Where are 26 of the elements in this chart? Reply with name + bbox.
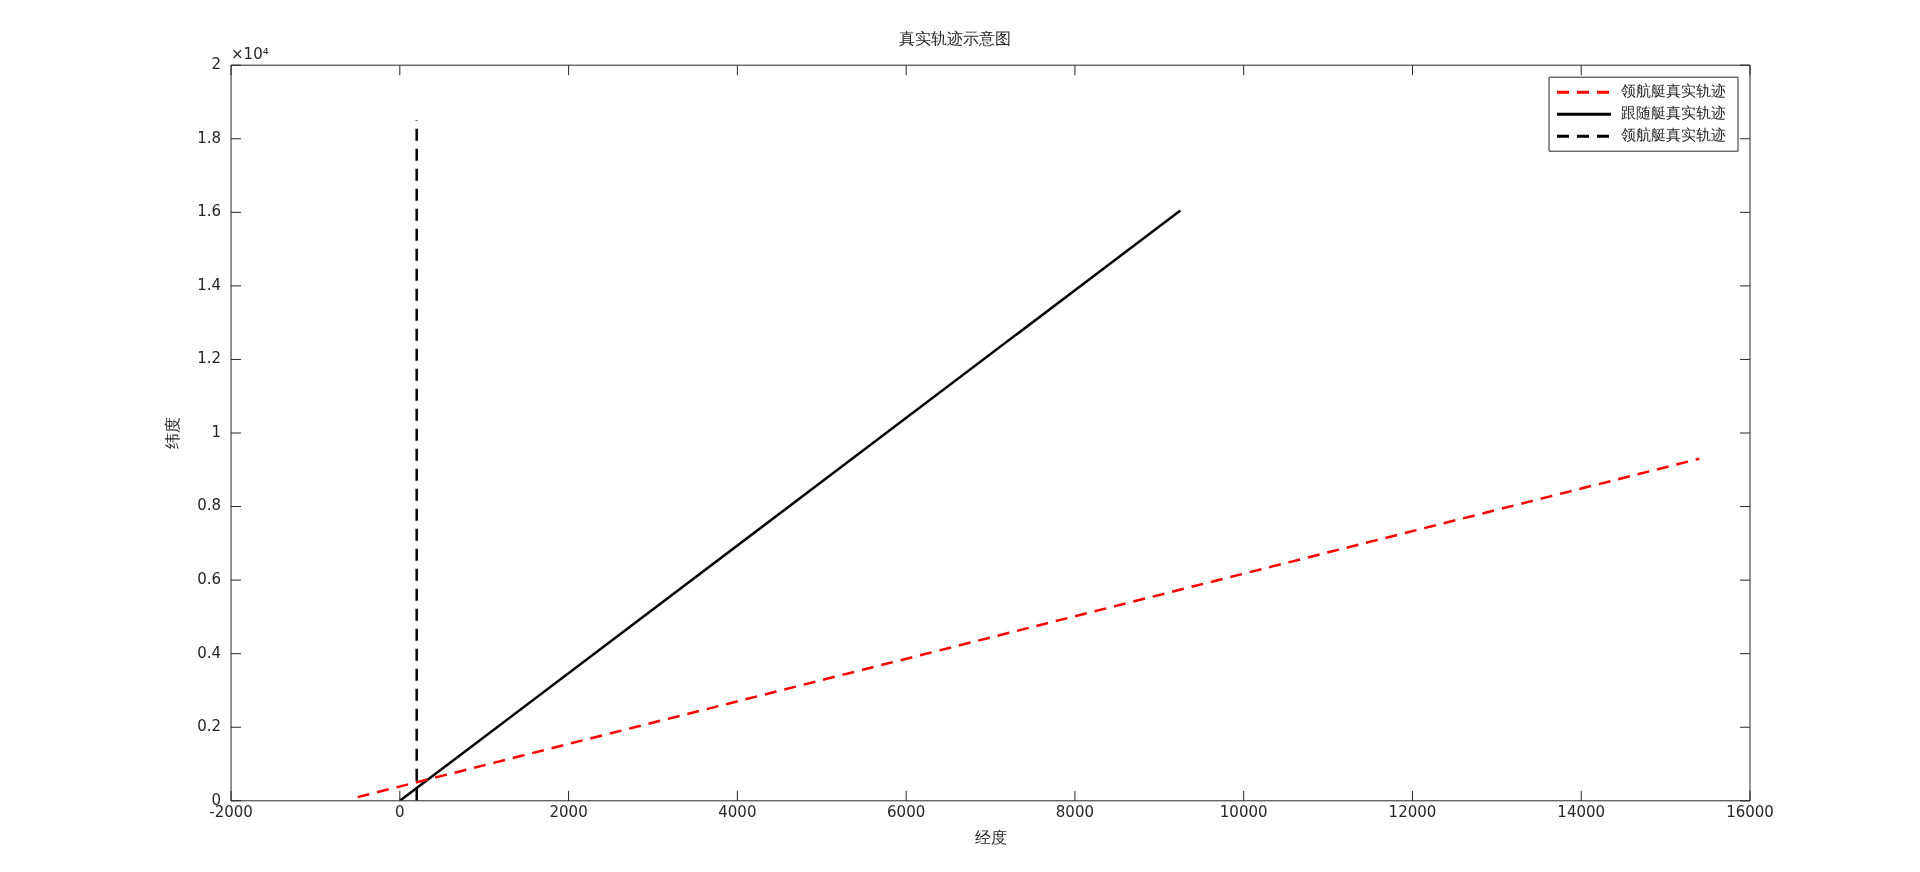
y-tick-label: 1.6 xyxy=(197,202,222,221)
y-tick-label: 0.4 xyxy=(197,643,222,662)
y-axis-title: 纬度 xyxy=(162,417,182,449)
x-tick-label: 14000 xyxy=(1557,802,1606,821)
legend-label: 领航艇真实轨迹 xyxy=(1621,126,1726,145)
x-tick-label: 16000 xyxy=(1726,802,1774,821)
legend-label: 跟随艇真实轨迹 xyxy=(1621,104,1726,123)
x-axis-title: 经度 xyxy=(974,827,1007,847)
y-tick-label: 0.6 xyxy=(197,570,222,589)
x-tick-label: 0 xyxy=(395,802,405,821)
y-tick-label: 1.2 xyxy=(197,349,222,368)
y-tick-label: 1.4 xyxy=(197,275,222,294)
text: ×10⁴ xyxy=(231,44,269,63)
legend-label: 领航艇真实轨迹 xyxy=(1621,82,1726,101)
y-tick-label: 1.8 xyxy=(197,128,222,147)
x-tick-label: 4000 xyxy=(718,802,757,821)
y-tick-label: 0.2 xyxy=(197,717,222,736)
x-tick-label: 10000 xyxy=(1219,802,1268,821)
x-tick-label: 2000 xyxy=(549,802,588,821)
y-tick-label: 0.8 xyxy=(197,496,222,515)
y-tick-label: 1 xyxy=(211,422,222,441)
chart-title: 真实轨迹示意图 xyxy=(899,28,1011,48)
x-tick-label: 6000 xyxy=(887,802,926,821)
x-tick-label: 12000 xyxy=(1388,802,1437,821)
x-tick-label: 8000 xyxy=(1055,802,1095,821)
y-tick-label: 2 xyxy=(211,55,222,74)
